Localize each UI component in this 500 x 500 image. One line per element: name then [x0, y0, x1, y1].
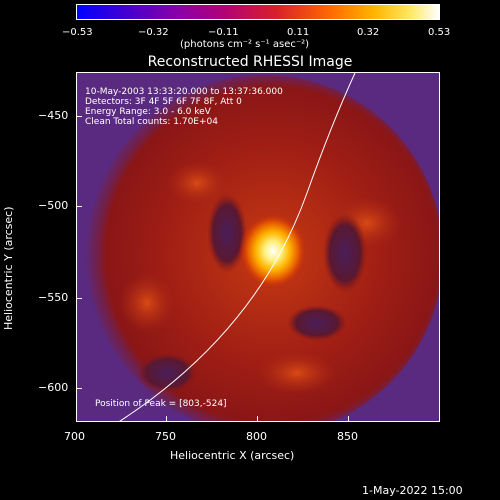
- colorbar-tick: 0.11: [287, 27, 310, 38]
- colorbar-tick: −0.53: [62, 27, 93, 38]
- y-tick: −450: [38, 109, 69, 122]
- flare-source: [239, 213, 307, 289]
- dark-region: [207, 193, 247, 273]
- y-tick: −500: [38, 199, 69, 212]
- annotation-peak-position: Position of Peak = [803,-524]: [95, 399, 227, 409]
- colorbar-tick: −0.32: [138, 27, 169, 38]
- colorbar-tick: 0.53: [428, 27, 451, 38]
- dark-region: [323, 213, 367, 293]
- annotation-energy-range: Energy Range: 3.0 - 6.0 keV: [85, 107, 211, 117]
- image-title: Reconstructed RHESSI Image: [147, 54, 353, 70]
- colorbar-tick: 0.32: [357, 27, 380, 38]
- annotation-detectors: Detectors: 3F 4F 5F 6F 7F 8F, Att 0: [85, 97, 242, 107]
- x-tick: 750: [155, 430, 176, 443]
- y-axis-label: Heliocentric Y (arcsec): [2, 206, 15, 330]
- annotation-clean-counts: Clean Total counts: 1.70E+04: [85, 117, 218, 127]
- y-tick: −550: [38, 291, 69, 304]
- colorbar-tick: −0.11: [208, 27, 239, 38]
- dark-region: [137, 353, 197, 393]
- generation-timestamp: 1-May-2022 15:00: [362, 484, 463, 497]
- x-axis-label: Heliocentric X (arcsec): [170, 449, 295, 462]
- x-tick: 700: [64, 430, 85, 443]
- dark-region: [287, 305, 347, 341]
- x-tick: 850: [337, 430, 358, 443]
- annotation-time-range: 10-May-2003 13:33:20.000 to 13:37:36.000: [85, 87, 283, 97]
- colorbar: [76, 4, 440, 20]
- flare-image: [77, 73, 439, 421]
- x-tick: 800: [246, 430, 267, 443]
- colorbar-unit: (photons cm⁻² s⁻¹ asec⁻²): [180, 39, 310, 50]
- y-tick: −600: [38, 381, 69, 394]
- solar-limb: [119, 73, 356, 421]
- rhessi-image: 10-May-2003 13:33:20.000 to 13:37:36.000…: [76, 72, 440, 422]
